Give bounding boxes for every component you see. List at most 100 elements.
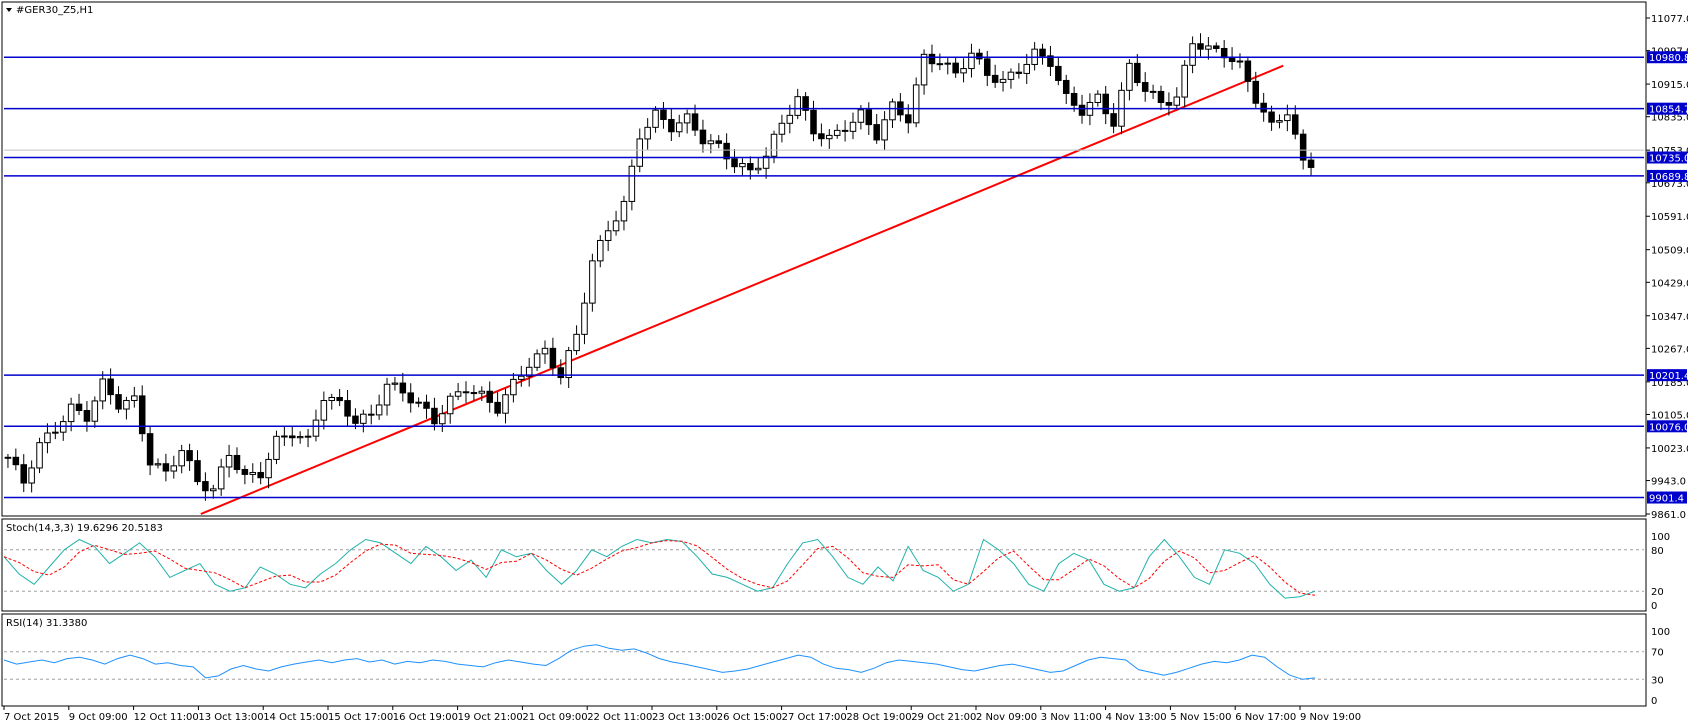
- candle: [344, 389, 351, 427]
- candle-body: [1039, 48, 1046, 57]
- candle-body: [162, 463, 170, 472]
- price-tick-label: 9943.0: [1651, 477, 1686, 488]
- candle: [683, 109, 691, 134]
- candle-body: [841, 129, 849, 132]
- candle: [754, 157, 762, 175]
- time-tick-label: 22 Oct 11:00: [587, 712, 652, 723]
- candle: [1062, 74, 1070, 105]
- candle: [1244, 56, 1252, 92]
- candle: [225, 444, 233, 478]
- candle: [20, 454, 28, 493]
- trendline[interactable]: [200, 64, 1284, 515]
- candle-body: [1055, 65, 1062, 81]
- candle-body: [723, 142, 730, 160]
- candle-body: [1134, 62, 1141, 84]
- rsi-label: RSI(14) 31.3380: [6, 618, 87, 629]
- candle-body: [739, 163, 746, 168]
- candle: [715, 135, 722, 149]
- candle: [612, 210, 620, 236]
- candle: [786, 104, 794, 134]
- candle: [202, 472, 209, 501]
- candle: [1260, 92, 1267, 122]
- candle-body: [786, 114, 794, 124]
- stochastic-tick-label: 100: [1651, 532, 1670, 543]
- candle-body: [1197, 43, 1204, 50]
- candle-body: [352, 415, 359, 424]
- candle-body: [1213, 45, 1220, 49]
- price-tick-label: 11077.0: [1651, 14, 1688, 25]
- candle: [383, 377, 391, 416]
- candle-body: [707, 140, 715, 145]
- candle-body: [794, 96, 801, 116]
- candle-body: [731, 158, 738, 168]
- candle: [336, 389, 343, 407]
- candle-body: [652, 109, 659, 128]
- level-label: 9901.4: [1649, 494, 1684, 505]
- candle-body: [502, 394, 509, 414]
- candle-body: [1094, 93, 1102, 103]
- price-tick-label: 10105.0: [1651, 410, 1688, 421]
- candle-body: [1165, 102, 1173, 106]
- rsi-tick-label: 70: [1651, 648, 1664, 659]
- candle: [399, 372, 407, 402]
- candle-body: [186, 450, 193, 462]
- price-tick-label: 10591.0: [1651, 212, 1688, 223]
- price-tick-label: 10915.0: [1651, 80, 1688, 91]
- candle: [660, 101, 667, 129]
- candle-body: [1023, 63, 1031, 74]
- candle: [1220, 39, 1228, 68]
- level-label-box: [1647, 102, 1687, 115]
- candle-body: [683, 113, 691, 124]
- candle: [818, 123, 825, 147]
- triangle-down-icon[interactable]: [6, 8, 12, 12]
- candle: [415, 397, 422, 408]
- candle-body: [968, 52, 975, 70]
- candle-body: [12, 456, 20, 466]
- candle-body: [423, 401, 430, 409]
- candle: [1149, 84, 1157, 99]
- candle: [1094, 90, 1102, 107]
- candle-body: [107, 378, 114, 396]
- candle-body: [818, 133, 825, 140]
- candle-body: [1157, 90, 1165, 104]
- candle: [770, 130, 778, 164]
- candle: [581, 292, 588, 345]
- candle-body: [328, 396, 336, 402]
- candle-body: [1126, 62, 1133, 91]
- candle-body: [210, 488, 217, 492]
- candle: [470, 385, 478, 401]
- candle-body: [304, 435, 312, 438]
- candle-body: [944, 62, 952, 65]
- candle: [1252, 71, 1260, 108]
- candle-body: [1244, 60, 1252, 82]
- candle-body: [1189, 43, 1196, 66]
- candle-body: [1007, 71, 1015, 80]
- candle: [778, 114, 786, 143]
- candle: [541, 340, 549, 364]
- candle: [762, 147, 770, 179]
- candle: [1307, 152, 1315, 177]
- candle: [1023, 53, 1031, 85]
- candle: [833, 124, 841, 139]
- candle-body: [91, 400, 99, 422]
- time-tick-label: 12 Oct 11:00: [134, 712, 199, 723]
- candle: [628, 159, 636, 211]
- candle: [186, 443, 193, 471]
- candle: [12, 448, 20, 471]
- candle-body: [833, 129, 841, 136]
- candle-body: [1299, 133, 1307, 161]
- candle-body: [541, 347, 549, 355]
- candle: [1126, 59, 1133, 101]
- candle-body: [486, 390, 493, 403]
- candle: [731, 148, 738, 174]
- candle: [1205, 36, 1212, 60]
- candle-body: [1141, 82, 1149, 92]
- candle-body: [1307, 159, 1315, 168]
- candle: [1189, 36, 1196, 74]
- candle-body: [620, 200, 628, 222]
- candle: [407, 383, 414, 413]
- candle-body: [202, 481, 209, 492]
- candle-body: [1015, 71, 1023, 74]
- candle-body: [691, 113, 699, 131]
